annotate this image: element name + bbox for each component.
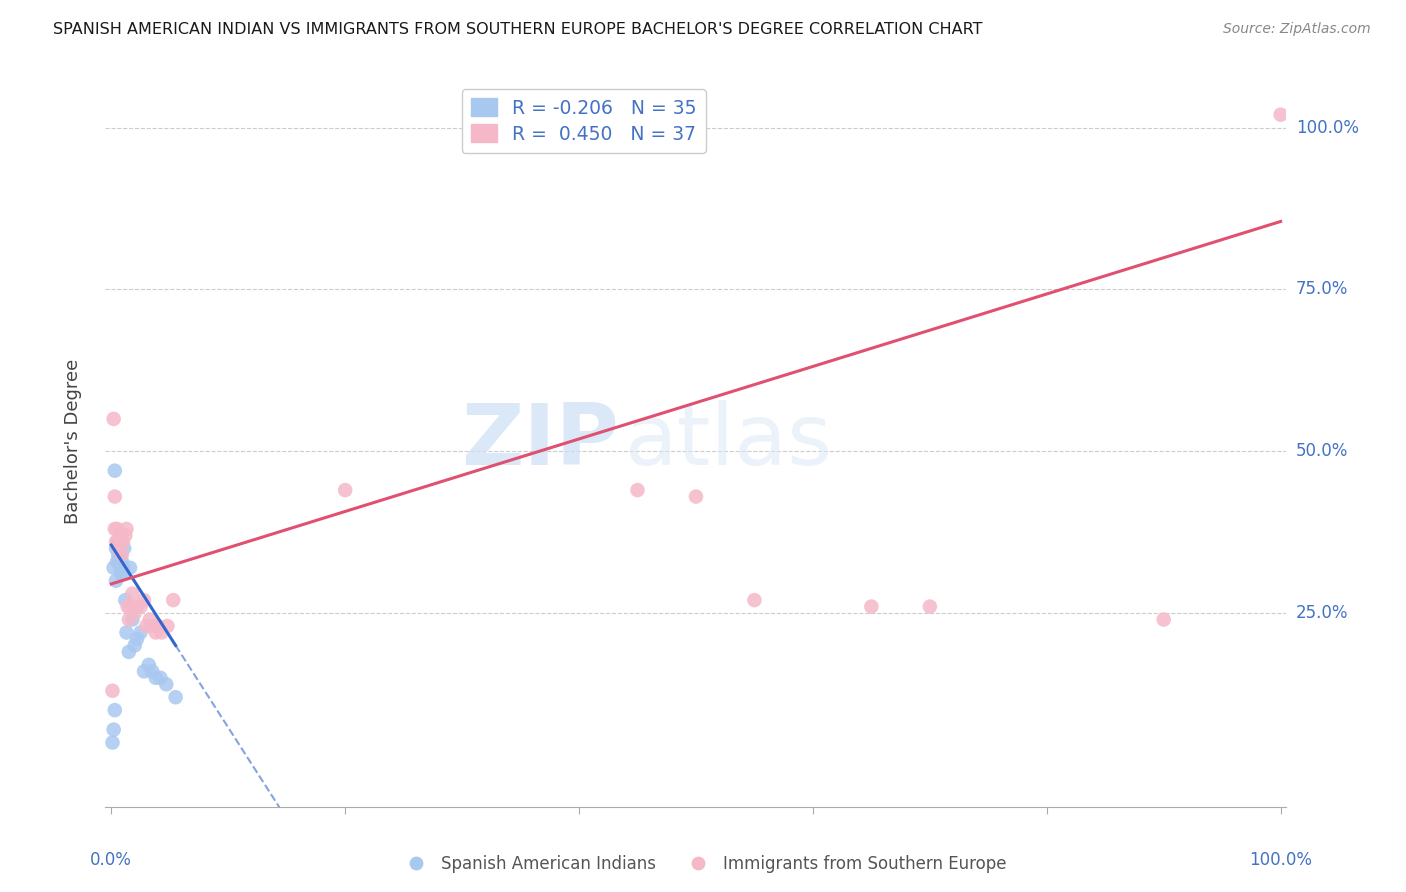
- Point: [103, 412, 125, 426]
- Point: [129, 625, 152, 640]
- Point: [105, 554, 128, 568]
- Point: [135, 619, 157, 633]
- Point: [150, 625, 173, 640]
- Point: [124, 606, 146, 620]
- Point: [1153, 613, 1175, 627]
- Point: [156, 619, 179, 633]
- Text: 100.0%: 100.0%: [1249, 851, 1312, 869]
- Point: [626, 483, 648, 497]
- Point: [165, 690, 187, 705]
- Point: [918, 599, 941, 614]
- Point: [124, 639, 146, 653]
- Point: [105, 534, 128, 549]
- Point: [111, 567, 134, 582]
- Text: 100.0%: 100.0%: [1296, 119, 1360, 136]
- Point: [112, 541, 135, 556]
- Point: [141, 665, 163, 679]
- Point: [141, 619, 163, 633]
- Point: [111, 554, 134, 568]
- Point: [104, 541, 127, 556]
- Text: 75.0%: 75.0%: [1296, 280, 1348, 299]
- Point: [104, 490, 127, 504]
- Point: [101, 735, 124, 749]
- Text: 50.0%: 50.0%: [1296, 442, 1348, 460]
- Point: [685, 490, 707, 504]
- Point: [107, 548, 129, 562]
- Point: [111, 548, 134, 562]
- Legend: Spanish American Indians, Immigrants from Southern Europe: Spanish American Indians, Immigrants fro…: [392, 848, 1014, 880]
- Point: [108, 534, 131, 549]
- Point: [333, 483, 356, 497]
- Point: [107, 541, 129, 556]
- Point: [132, 593, 155, 607]
- Point: [118, 599, 141, 614]
- Point: [103, 723, 125, 737]
- Point: [108, 554, 131, 568]
- Point: [121, 613, 143, 627]
- Text: atlas: atlas: [626, 400, 834, 483]
- Point: [107, 541, 129, 556]
- Point: [146, 619, 169, 633]
- Legend: R = -0.206   N = 35, R =  0.450   N = 37: R = -0.206 N = 35, R = 0.450 N = 37: [461, 89, 706, 153]
- Point: [118, 561, 141, 575]
- Point: [1270, 108, 1292, 122]
- Point: [125, 632, 148, 646]
- Point: [139, 613, 162, 627]
- Point: [114, 593, 136, 607]
- Point: [860, 599, 883, 614]
- Point: [108, 534, 131, 549]
- Point: [110, 528, 132, 542]
- Point: [104, 522, 127, 536]
- Point: [101, 683, 124, 698]
- Point: [110, 561, 132, 575]
- Y-axis label: Bachelor's Degree: Bachelor's Degree: [63, 359, 82, 524]
- Point: [115, 625, 138, 640]
- Point: [114, 528, 136, 542]
- Point: [118, 645, 141, 659]
- Text: SPANISH AMERICAN INDIAN VS IMMIGRANTS FROM SOUTHERN EUROPE BACHELOR'S DEGREE COR: SPANISH AMERICAN INDIAN VS IMMIGRANTS FR…: [53, 22, 983, 37]
- Point: [115, 522, 138, 536]
- Point: [132, 665, 155, 679]
- Point: [125, 599, 148, 614]
- Text: ZIP: ZIP: [461, 400, 619, 483]
- Point: [104, 464, 127, 478]
- Point: [145, 671, 167, 685]
- Point: [117, 599, 139, 614]
- Point: [111, 561, 134, 575]
- Point: [744, 593, 766, 607]
- Point: [105, 522, 128, 536]
- Point: [149, 671, 172, 685]
- Point: [111, 534, 134, 549]
- Point: [138, 657, 160, 672]
- Text: 25.0%: 25.0%: [1296, 604, 1348, 622]
- Point: [111, 567, 134, 582]
- Point: [118, 613, 141, 627]
- Point: [110, 548, 132, 562]
- Point: [129, 599, 152, 614]
- Text: Source: ZipAtlas.com: Source: ZipAtlas.com: [1223, 22, 1371, 37]
- Point: [155, 677, 177, 691]
- Point: [145, 625, 167, 640]
- Point: [104, 574, 127, 588]
- Point: [104, 703, 127, 717]
- Point: [103, 561, 125, 575]
- Point: [162, 593, 184, 607]
- Text: 0.0%: 0.0%: [90, 851, 132, 869]
- Point: [104, 534, 127, 549]
- Point: [121, 587, 143, 601]
